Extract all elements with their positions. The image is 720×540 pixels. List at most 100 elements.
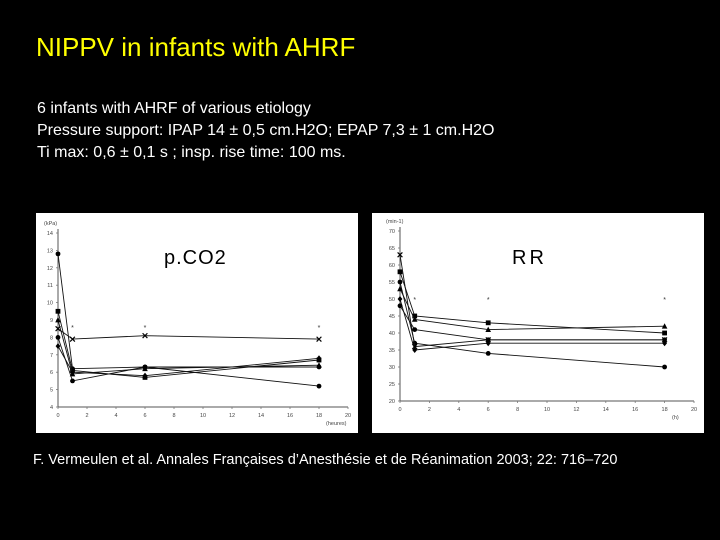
pco2-data-point xyxy=(316,336,322,342)
summary-line: Pressure support: IPAP 14 ± 0,5 cm.H2O; … xyxy=(37,122,495,139)
pco2-data-point xyxy=(55,335,61,340)
rr-data-point xyxy=(397,303,403,309)
pco2-y-tick-label: 13 xyxy=(47,248,53,254)
pco2-data-point xyxy=(69,336,76,342)
pco2-series-line xyxy=(57,253,320,387)
rr-y-tick-label: 50 xyxy=(389,297,395,303)
summary-line: 6 infants with AHRF of various etiology xyxy=(37,100,311,117)
pco2-y-tick-label: 14 xyxy=(47,231,53,237)
pco2-x-tick-label: 18 xyxy=(316,413,322,419)
rr-x-tick-label: 8 xyxy=(516,407,519,413)
pco2-data-point xyxy=(55,308,61,314)
pco2-data-point xyxy=(142,332,148,339)
rr-data-point xyxy=(485,326,491,332)
pco2-x-tick-label: 2 xyxy=(85,413,88,419)
rr-data-point xyxy=(412,347,418,353)
rr-series-line xyxy=(399,288,665,331)
pco2-y-tick-label: 6 xyxy=(50,370,53,376)
rr-x-tick-label: 12 xyxy=(573,407,579,413)
rr-chart-panel: 20 25 30 35 40 45 50 55 60 65 70 0 2 4 6 8 10 12 14 16 18 20 (… xyxy=(372,213,704,433)
pco2-x-tick-label: 12 xyxy=(229,413,235,419)
rr-data-point xyxy=(485,337,491,343)
rr-y-tick-label: 65 xyxy=(389,246,395,252)
pco2-x-tick-label: 20 xyxy=(345,413,351,419)
pco2-data-point xyxy=(70,369,75,376)
rr-data-point xyxy=(412,313,418,319)
rr-y-tick-label: 70 xyxy=(389,229,395,235)
slide-title: NIPPV in infants with AHRF xyxy=(36,32,356,62)
pco2-data-point xyxy=(316,383,322,389)
citation: F. Vermeulen et al. Annales Françaises d… xyxy=(33,452,618,468)
rr-significance-mark: * xyxy=(663,297,666,304)
rr-y-tick-label: 40 xyxy=(389,331,395,337)
rr-series-line xyxy=(399,305,665,341)
pco2-y-tick-label: 11 xyxy=(47,283,53,289)
pco2-chart-label: p.CO2 xyxy=(164,247,227,269)
pco2-chart-panel: 4 5 6 7 8 9 10 11 12 13 14 0 2 4 6 8 10 12 14 16 18 20 (kPa) (h… xyxy=(36,213,358,433)
rr-x-tick-label: 20 xyxy=(691,407,697,413)
pco2-data-point xyxy=(142,364,148,370)
pco2-y-tick-label: 12 xyxy=(47,266,53,272)
pco2-significance-mark: * xyxy=(144,325,147,332)
pco2-series-line xyxy=(57,328,320,340)
rr-x-tick-label: 18 xyxy=(662,407,668,413)
rr-data-point xyxy=(397,285,403,292)
rr-x-tick-label: 0 xyxy=(398,407,401,413)
pco2-y-tick-label: 4 xyxy=(50,405,53,411)
rr-data-point xyxy=(485,351,491,356)
rr-x-tick-label: 2 xyxy=(428,407,431,413)
rr-y-tick-label: 60 xyxy=(389,263,395,269)
rr-x-tick-label: 14 xyxy=(603,407,609,413)
pco2-chart: 4 5 6 7 8 9 10 11 12 13 14 0 2 4 6 8 10 12 14 16 18 20 (kPa) (h… xyxy=(44,221,351,427)
pco2-y-unit-label: (kPa) xyxy=(44,221,57,227)
pco2-y-tick-label: 5 xyxy=(50,388,53,394)
rr-x-tick-label: 16 xyxy=(632,407,638,413)
pco2-y-tick-label: 7 xyxy=(50,353,53,359)
pco2-x-tick-label: 4 xyxy=(114,413,117,419)
rr-y-tick-label: 35 xyxy=(389,348,395,354)
rr-data-point xyxy=(397,269,403,275)
pco2-series-line xyxy=(57,345,320,377)
rr-significance-mark: * xyxy=(487,297,490,304)
rr-series-line xyxy=(399,298,665,351)
rr-data-point xyxy=(397,279,403,285)
pco2-significance-mark: * xyxy=(318,325,321,332)
rr-series-line xyxy=(399,271,665,334)
pco2-x-tick-label: 16 xyxy=(287,413,293,419)
summary-text: 6 infants with AHRF of various etiology … xyxy=(37,98,494,164)
summary-line: Ti max: 0,6 ± 0,1 s ; insp. rise time: 1… xyxy=(37,144,346,161)
rr-x-tick-label: 10 xyxy=(544,407,550,413)
rr-x-tick-label: 4 xyxy=(457,407,460,413)
pco2-data-point xyxy=(316,364,322,370)
rr-data-point xyxy=(412,327,418,332)
rr-data-point xyxy=(662,330,667,336)
rr-data-point xyxy=(411,316,418,322)
rr-y-tick-label: 55 xyxy=(389,280,395,286)
pco2-y-tick-label: 10 xyxy=(47,301,53,307)
pco2-data-point xyxy=(70,378,75,384)
pco2-x-tick-label: 8 xyxy=(172,413,175,419)
pco2-x-tick-label: 10 xyxy=(200,413,206,419)
pco2-data-point xyxy=(316,355,322,362)
rr-data-point xyxy=(397,251,403,258)
pco2-significance-mark: * xyxy=(71,325,74,332)
pco2-series-line xyxy=(57,319,320,375)
rr-significance-mark: * xyxy=(413,297,416,304)
rr-y-tick-label: 25 xyxy=(389,382,395,388)
rr-chart: 20 25 30 35 40 45 50 55 60 65 70 0 2 4 6 8 10 12 14 16 18 20 (… xyxy=(386,219,697,421)
pco2-y-tick-label: 8 xyxy=(50,335,53,341)
pco2-x-tick-label: 6 xyxy=(143,413,146,419)
rr-y-tick-label: 45 xyxy=(389,314,395,320)
rr-data-point xyxy=(662,337,667,343)
rr-series-line xyxy=(399,281,665,368)
rr-y-tick-label: 20 xyxy=(389,399,395,405)
pco2-x-unit-label: (heures) xyxy=(326,421,347,427)
pco2-data-point xyxy=(55,317,61,323)
pco2-x-tick-label: 0 xyxy=(56,413,59,419)
pco2-data-point xyxy=(55,251,61,257)
pco2-data-point xyxy=(142,372,148,379)
pco2-data-point xyxy=(55,343,61,350)
pco2-data-point xyxy=(55,325,61,332)
rr-data-point xyxy=(485,320,491,326)
rr-data-point xyxy=(397,296,403,302)
